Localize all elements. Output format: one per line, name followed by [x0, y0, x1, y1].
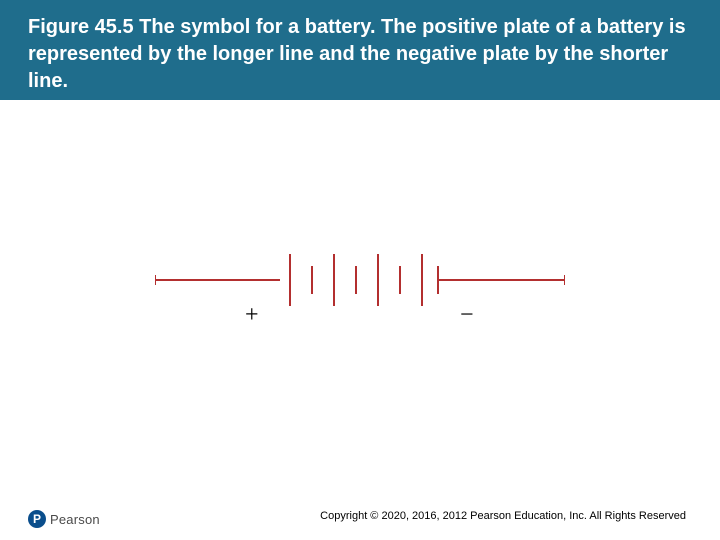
battery-symbol-svg — [155, 230, 565, 350]
slide-header: Figure 45.5 The symbol for a battery. Th… — [0, 0, 720, 100]
pearson-logo-letter: P — [33, 512, 41, 526]
figure-caption: Figure 45.5 The symbol for a battery. Th… — [28, 14, 692, 95]
negative-terminal-label: − — [460, 302, 474, 329]
figure-area: + − — [0, 230, 720, 360]
pearson-logo-mark: P — [28, 510, 46, 528]
positive-terminal-label: + — [245, 302, 259, 329]
pearson-logo: P Pearson — [28, 510, 100, 528]
copyright-notice: Copyright © 2020, 2016, 2012 Pearson Edu… — [320, 510, 686, 522]
slide: Figure 45.5 The symbol for a battery. Th… — [0, 0, 720, 540]
slide-footer: P Pearson Copyright © 2020, 2016, 2012 P… — [0, 494, 720, 540]
pearson-logo-text: Pearson — [50, 512, 100, 527]
